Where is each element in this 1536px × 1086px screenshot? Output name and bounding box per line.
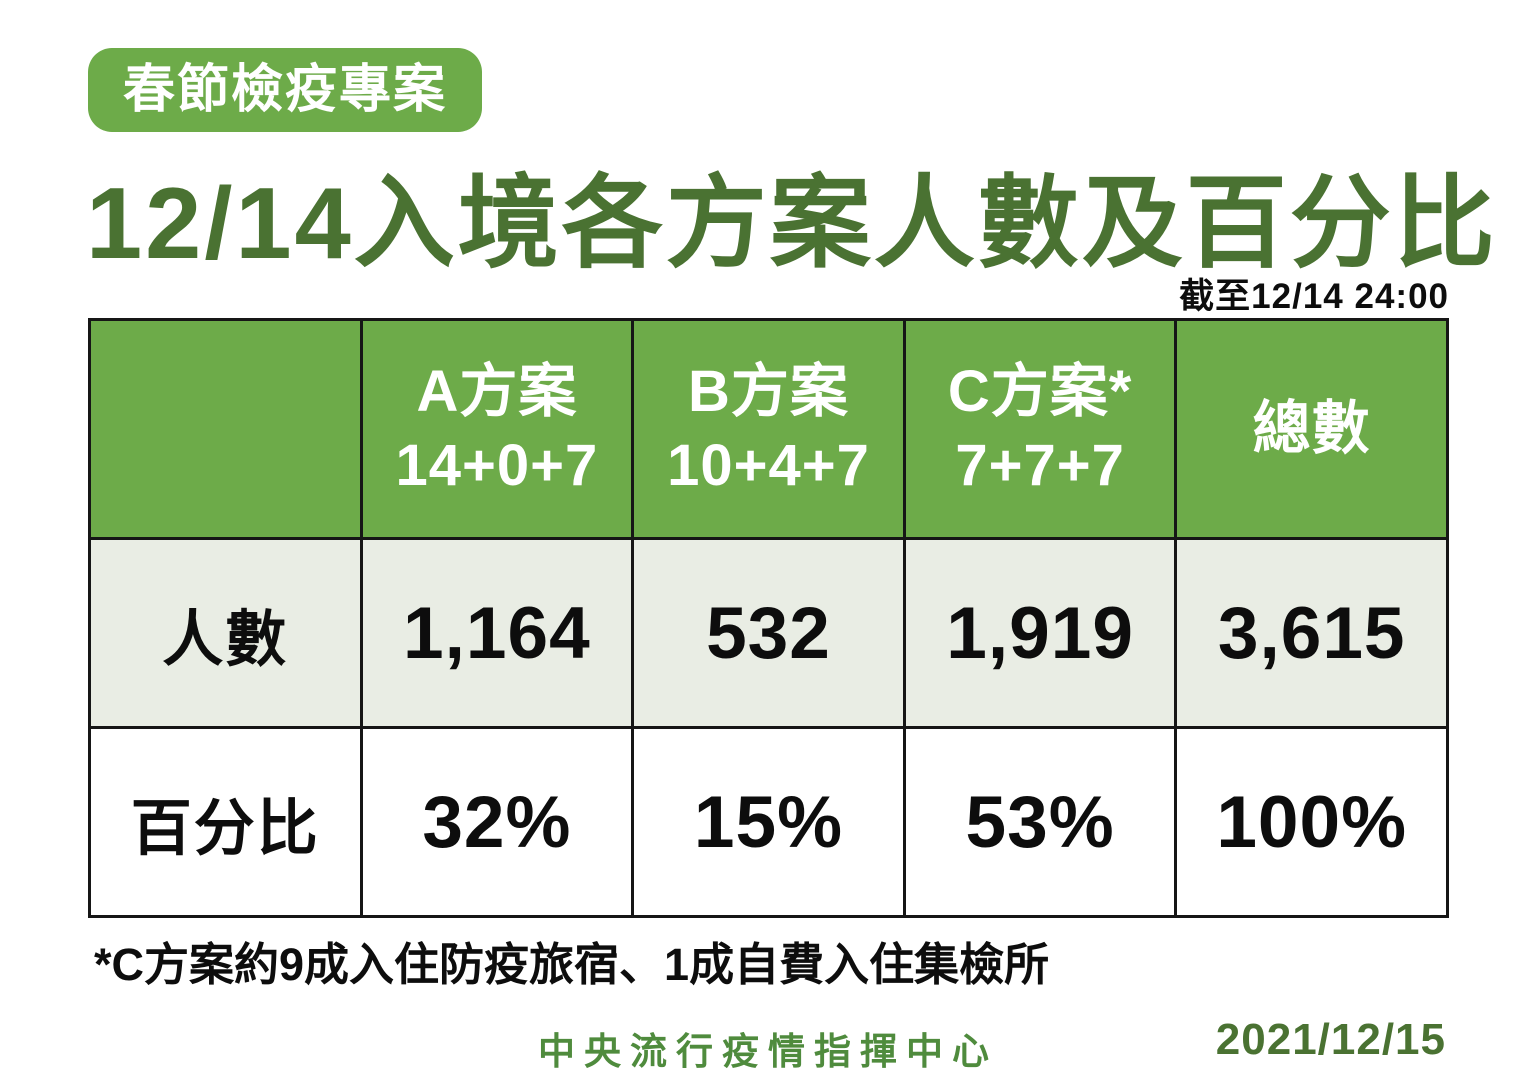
corner-cell [88, 318, 363, 540]
col-header-scheme-a: A方案 14+0+7 [359, 318, 635, 540]
cell-people-scheme-a: 1,164 [359, 537, 635, 729]
scheme-c-name: C方案* [947, 358, 1133, 424]
row-label-percentage: 百分比 [88, 726, 363, 918]
scheme-c-footnote: *C方案約9成入住防疫旅宿、1成自費入住集檢所 [94, 939, 1050, 990]
col-header-scheme-b: B方案 10+4+7 [631, 318, 906, 540]
col-header-scheme-c: C方案* 7+7+7 [902, 318, 1178, 540]
col-header-total: 總數 [1174, 318, 1449, 540]
cell-percent-scheme-c: 53% [902, 726, 1178, 918]
project-badge: 春節檢疫專案 [88, 48, 483, 132]
cell-percent-scheme-b: 15% [631, 726, 906, 918]
cell-people-scheme-c: 1,919 [902, 537, 1178, 729]
scheme-a-formula: 14+0+7 [395, 433, 599, 498]
scheme-a-name: A方案 [416, 358, 578, 424]
scheme-b-name: B方案 [688, 358, 849, 424]
as-of-timestamp: 截至12/14 24:00 [1179, 277, 1449, 316]
row-label-people-count: 人數 [88, 537, 363, 729]
table-row-people-count: 人數 1,164 532 1,919 3,615 [88, 537, 1449, 729]
cell-percent-total: 100% [1174, 726, 1449, 918]
table-header-row: A方案 14+0+7 B方案 10+4+7 C方案* 7+7+7 總數 [88, 318, 1449, 540]
cell-people-total: 3,615 [1174, 537, 1449, 729]
footer-organization: 中央流行疫情指揮中心 [538, 1031, 998, 1072]
footer-date: 2021/12/15 [1215, 1015, 1446, 1064]
page-title: 12/14入境各方案人數及百分比 [86, 168, 1498, 280]
table-row-percentage: 百分比 32% 15% 53% 100% [88, 726, 1449, 918]
scheme-c-formula: 7+7+7 [955, 433, 1125, 498]
total-label: 總數 [1252, 395, 1371, 461]
cell-people-scheme-b: 532 [631, 537, 906, 729]
cell-percent-scheme-a: 32% [359, 726, 635, 918]
scheme-stats-table: A方案 14+0+7 B方案 10+4+7 C方案* 7+7+7 總數 人數 [88, 318, 1449, 918]
scheme-b-formula: 10+4+7 [667, 433, 870, 498]
